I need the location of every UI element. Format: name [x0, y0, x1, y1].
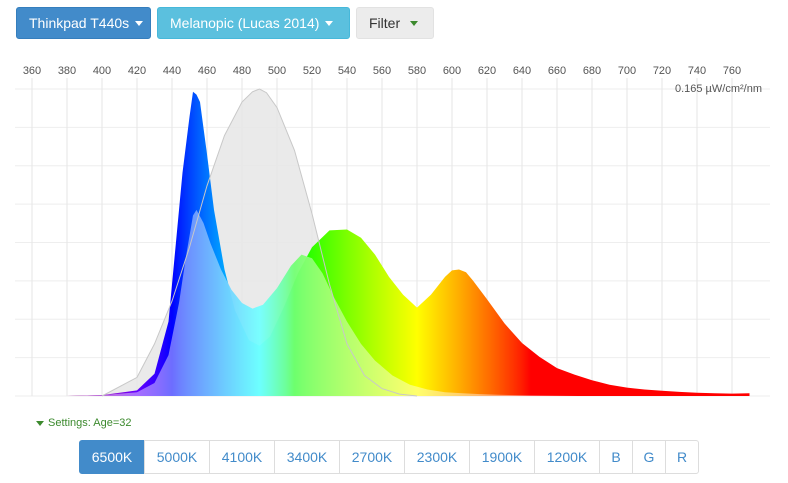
x-tick-label: 660 [548, 65, 566, 77]
curve-dropdown-label: Melanopic (Lucas 2014) [170, 15, 320, 31]
preset-button-g[interactable]: G [632, 440, 666, 474]
preset-button-1200k[interactable]: 1200K [534, 440, 600, 474]
x-tick-label: 480 [233, 65, 251, 77]
preset-button-6500k[interactable]: 6500K [79, 440, 145, 474]
preset-button-4100k[interactable]: 4100K [209, 440, 275, 474]
settings-label: Settings: Age=32 [48, 417, 132, 429]
x-tick-label: 420 [128, 65, 146, 77]
chart-series [67, 88, 750, 397]
x-tick-label: 520 [303, 65, 321, 77]
x-tick-label: 700 [618, 65, 636, 77]
preset-button-2300k[interactable]: 2300K [404, 440, 470, 474]
toolbar: Thinkpad T440s Melanopic (Lucas 2014) Fi… [16, 7, 434, 39]
x-tick-label: 640 [513, 65, 531, 77]
x-tick-label: 620 [478, 65, 496, 77]
device-dropdown-button[interactable]: Thinkpad T440s [16, 7, 151, 39]
x-tick-label: 360 [23, 65, 41, 77]
preset-button-5000k[interactable]: 5000K [144, 440, 210, 474]
filter-dropdown-button[interactable]: Filter [356, 7, 434, 39]
preset-button-3400k[interactable]: 3400K [274, 440, 340, 474]
curve-dropdown-button[interactable]: Melanopic (Lucas 2014) [157, 7, 350, 39]
x-axis: 360 380 400 420 440 460 480 500 520 540 560 580 600 6… [23, 65, 741, 77]
spectrum-chart: 360 380 400 420 440 460 480 500 520 540 560 580 600 6… [15, 65, 770, 397]
settings-toggle[interactable]: Settings: Age=32 [36, 417, 131, 429]
caret-down-icon [135, 20, 144, 26]
preset-button-2700k[interactable]: 2700K [339, 440, 405, 474]
x-tick-label: 500 [268, 65, 286, 77]
x-tick-label: 380 [58, 65, 76, 77]
filter-dropdown-label: Filter [369, 15, 401, 31]
x-tick-label: 400 [93, 65, 111, 77]
x-tick-label: 540 [338, 65, 356, 77]
x-tick-label: 460 [198, 65, 216, 77]
x-tick-label: 740 [688, 65, 706, 77]
device-spectrum-area [67, 91, 750, 397]
weighted-spectrum-area [67, 209, 578, 396]
x-tick-label: 720 [653, 65, 671, 77]
preset-button-1900k[interactable]: 1900K [469, 440, 535, 474]
preset-button-r[interactable]: R [665, 440, 699, 474]
x-tick-label: 760 [723, 65, 741, 77]
y-max-label: 0.165 µW/cm²/nm [675, 83, 762, 95]
x-tick-label: 440 [163, 65, 181, 77]
x-tick-label: 600 [443, 65, 461, 77]
preset-button-group: 6500K 5000K 4100K 3400K 2700K 2300K 1900K 1200K… [79, 440, 699, 474]
preset-button-b[interactable]: B [599, 440, 633, 474]
device-dropdown-label: Thinkpad T440s [29, 15, 130, 31]
caret-down-icon [36, 420, 44, 426]
x-tick-label: 580 [408, 65, 426, 77]
action-spectrum-line [101, 88, 418, 397]
x-tick-label: 560 [373, 65, 391, 77]
caret-down-icon [410, 20, 419, 26]
x-tick-label: 680 [583, 65, 601, 77]
caret-down-icon [325, 20, 334, 26]
